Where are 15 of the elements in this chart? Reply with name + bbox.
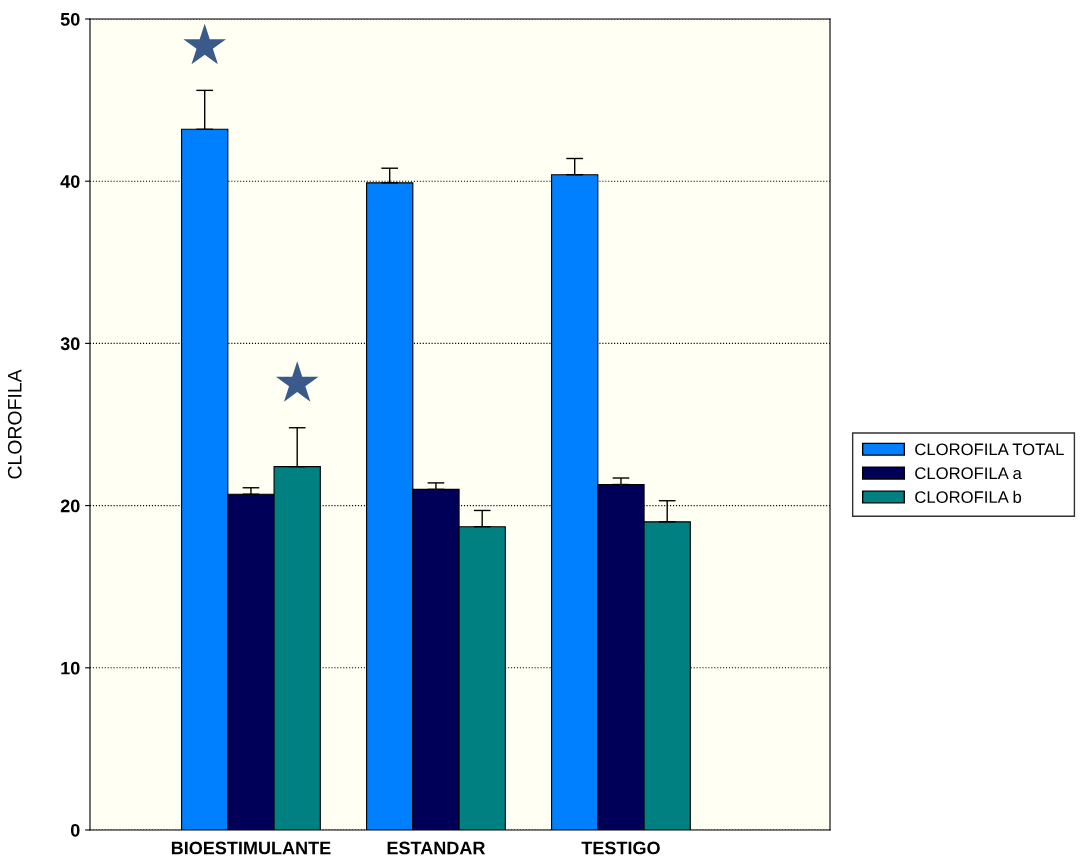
y-tick-label: 10 bbox=[61, 661, 80, 675]
legend-label: CLOROFILA b bbox=[915, 490, 1022, 503]
y-tick-label: 20 bbox=[60, 499, 80, 513]
y-tick-label: 0 bbox=[70, 823, 80, 837]
y-tick-label: 50 bbox=[60, 12, 80, 26]
y-axis-title: CLOROFILA bbox=[7, 369, 22, 479]
annotation: ★ bbox=[183, 23, 226, 65]
x-tick-label: BIOESTIMULANTE bbox=[171, 841, 331, 855]
x-tick-label: ESTANDAR bbox=[387, 841, 486, 855]
x-tick-label: TESTIGO bbox=[581, 841, 660, 855]
y-tick-label: 30 bbox=[60, 337, 80, 351]
annotation: ★ bbox=[275, 361, 319, 402]
legend-label: CLOROFILA a bbox=[915, 467, 1022, 480]
y-tick-label: 40 bbox=[60, 175, 80, 188]
legend-label: CLOROFILA TOTAL bbox=[915, 443, 1064, 456]
